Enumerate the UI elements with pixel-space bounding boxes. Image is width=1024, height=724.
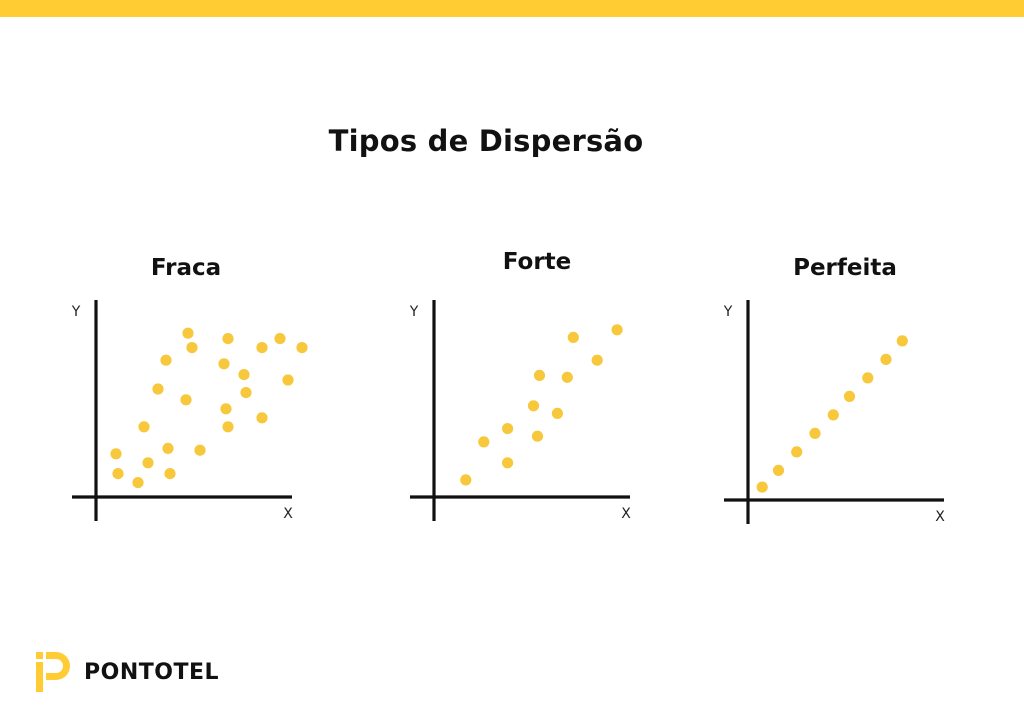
data-point-forte <box>611 324 623 336</box>
data-point-fraca <box>164 468 176 480</box>
data-point-forte <box>527 400 540 412</box>
y-axis-label-forte: Y <box>409 304 419 320</box>
data-point-perfeita <box>862 372 874 384</box>
data-point-forte <box>561 371 573 383</box>
data-point-fraca <box>110 448 122 460</box>
data-point-fraca <box>282 374 294 386</box>
data-point-forte <box>531 430 544 442</box>
data-point-forte <box>591 354 603 366</box>
data-point-fraca <box>132 477 144 489</box>
data-point-perfeita <box>896 335 908 347</box>
data-point-perfeita <box>880 353 892 365</box>
data-point-fraca <box>256 342 268 354</box>
data-point-fraca <box>182 327 194 339</box>
data-point-fraca <box>142 457 154 469</box>
y-axis-label-fraca: Y <box>71 304 81 320</box>
data-point-fraca <box>152 383 164 395</box>
data-point-fraca <box>274 333 286 345</box>
data-point-forte <box>533 369 546 381</box>
data-point-fraca <box>218 358 230 370</box>
data-point-fraca <box>238 369 250 381</box>
data-point-fraca <box>138 421 150 433</box>
data-point-forte <box>502 423 514 435</box>
chart-title-perfeita: Perfeita <box>793 255 897 281</box>
data-point-forte <box>567 331 579 343</box>
data-point-fraca <box>296 342 308 354</box>
data-point-fraca <box>112 468 124 480</box>
chart-title-fraca: Fraca <box>151 255 221 281</box>
data-point-fraca <box>186 342 198 354</box>
data-point-fraca <box>194 444 206 456</box>
data-point-forte <box>551 407 564 419</box>
data-point-fraca <box>160 354 172 366</box>
data-point-forte <box>502 457 514 469</box>
data-point-perfeita <box>809 427 821 439</box>
data-point-perfeita <box>791 446 803 458</box>
data-point-perfeita <box>772 464 785 476</box>
data-point-fraca <box>162 442 174 454</box>
pontotel-logo-icon <box>36 652 70 692</box>
brand-logo: PONTOTEL <box>36 652 219 692</box>
chart-title-forte: Forte <box>503 249 572 275</box>
data-point-fraca <box>222 333 234 345</box>
x-axis-label-fraca: X <box>283 506 293 522</box>
data-point-forte <box>478 436 490 448</box>
x-axis-label-perfeita: X <box>935 509 945 525</box>
data-point-perfeita <box>827 409 839 421</box>
top-accent-bar <box>0 0 1024 17</box>
y-axis-label-perfeita: Y <box>723 304 733 320</box>
data-point-fraca <box>256 412 268 424</box>
page-title: Tipos de Dispersão <box>328 124 644 158</box>
data-point-forte <box>460 474 472 486</box>
data-point-perfeita <box>843 390 856 402</box>
data-point-fraca <box>220 403 232 415</box>
data-point-fraca <box>180 394 192 406</box>
data-point-fraca <box>240 387 252 399</box>
brand-name: PONTOTEL <box>84 659 220 685</box>
data-point-perfeita <box>756 481 768 493</box>
data-point-fraca <box>222 421 234 433</box>
x-axis-label-forte: X <box>621 506 631 522</box>
